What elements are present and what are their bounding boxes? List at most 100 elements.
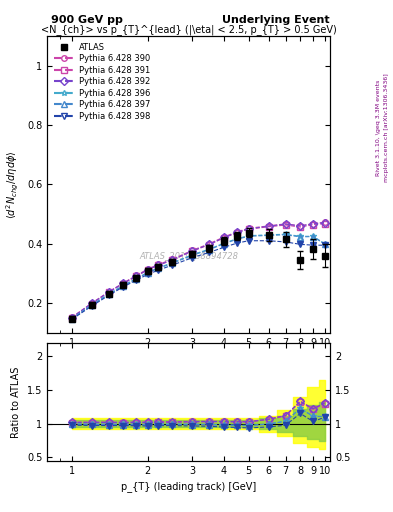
Pythia 6.428 391 — [322, 221, 327, 227]
Pythia 6.428 398 — [235, 240, 239, 246]
Text: Rivet 3.1.10, \geq 3.3M events: Rivet 3.1.10, \geq 3.3M events — [376, 80, 381, 176]
Pythia 6.428 390 — [322, 219, 327, 225]
Pythia 6.428 396 — [246, 232, 251, 239]
Pythia 6.428 396 — [311, 233, 316, 240]
Line: Pythia 6.428 392: Pythia 6.428 392 — [69, 220, 327, 321]
Pythia 6.428 391 — [222, 234, 226, 241]
Line: Pythia 6.428 396: Pythia 6.428 396 — [68, 231, 328, 322]
Pythia 6.428 397 — [207, 247, 212, 253]
Text: Underlying Event: Underlying Event — [222, 15, 330, 25]
Pythia 6.428 396 — [69, 315, 74, 322]
Pythia 6.428 397 — [89, 302, 94, 308]
Legend: ATLAS, Pythia 6.428 390, Pythia 6.428 391, Pythia 6.428 392, Pythia 6.428 396, P: ATLAS, Pythia 6.428 390, Pythia 6.428 39… — [51, 40, 153, 123]
Pythia 6.428 397 — [190, 252, 195, 259]
Pythia 6.428 390 — [145, 266, 150, 272]
Pythia 6.428 391 — [156, 262, 161, 268]
Pythia 6.428 390 — [134, 272, 139, 279]
Pythia 6.428 397 — [170, 260, 175, 266]
Pythia 6.428 390 — [298, 223, 303, 229]
Pythia 6.428 397 — [156, 265, 161, 271]
Pythia 6.428 397 — [222, 241, 226, 247]
Pythia 6.428 392 — [283, 221, 288, 227]
Pythia 6.428 390 — [89, 300, 94, 306]
Pythia 6.428 390 — [283, 221, 288, 227]
Pythia 6.428 397 — [107, 291, 111, 297]
Pythia 6.428 391 — [134, 273, 139, 280]
Pythia 6.428 396 — [222, 240, 226, 246]
Pythia 6.428 397 — [121, 283, 126, 289]
Text: ATLAS_2010_S8894728: ATLAS_2010_S8894728 — [139, 251, 238, 261]
Pythia 6.428 391 — [170, 257, 175, 263]
Pythia 6.428 396 — [156, 265, 161, 271]
Pythia 6.428 392 — [170, 257, 175, 263]
Pythia 6.428 396 — [283, 231, 288, 237]
Pythia 6.428 392 — [311, 221, 316, 227]
Pythia 6.428 390 — [222, 234, 226, 240]
Pythia 6.428 390 — [311, 221, 316, 227]
Pythia 6.428 392 — [235, 229, 239, 236]
Pythia 6.428 397 — [322, 241, 327, 247]
Pythia 6.428 398 — [246, 238, 251, 244]
Title: <N_{ch}> vs p_{T}^{lead} (|\eta| < 2.5, p_{T} > 0.5 GeV): <N_{ch}> vs p_{T}^{lead} (|\eta| < 2.5, … — [41, 24, 336, 35]
Pythia 6.428 390 — [235, 229, 239, 235]
Pythia 6.428 396 — [89, 302, 94, 308]
Y-axis label: Ratio to ATLAS: Ratio to ATLAS — [11, 366, 21, 438]
Pythia 6.428 398 — [89, 303, 94, 309]
Text: 900 GeV pp: 900 GeV pp — [51, 15, 123, 25]
Pythia 6.428 396 — [298, 233, 303, 240]
Pythia 6.428 392 — [322, 220, 327, 226]
Pythia 6.428 391 — [246, 226, 251, 232]
Pythia 6.428 398 — [190, 254, 195, 261]
Pythia 6.428 398 — [266, 238, 271, 244]
Pythia 6.428 391 — [207, 242, 212, 248]
Pythia 6.428 396 — [170, 260, 175, 266]
Pythia 6.428 398 — [134, 277, 139, 283]
Pythia 6.428 398 — [298, 241, 303, 247]
Pythia 6.428 398 — [156, 267, 161, 273]
Pythia 6.428 398 — [283, 239, 288, 245]
Text: mcplots.cern.ch [arXiv:1306.3436]: mcplots.cern.ch [arXiv:1306.3436] — [384, 74, 389, 182]
Line: Pythia 6.428 391: Pythia 6.428 391 — [69, 221, 327, 321]
Pythia 6.428 391 — [311, 222, 316, 228]
Pythia 6.428 392 — [156, 262, 161, 268]
Pythia 6.428 398 — [107, 292, 111, 298]
Pythia 6.428 396 — [322, 241, 327, 247]
Pythia 6.428 392 — [107, 289, 111, 295]
Pythia 6.428 396 — [207, 246, 212, 252]
Pythia 6.428 390 — [207, 241, 212, 247]
Pythia 6.428 398 — [322, 242, 327, 248]
Pythia 6.428 392 — [298, 223, 303, 229]
Pythia 6.428 397 — [235, 236, 239, 242]
Pythia 6.428 391 — [190, 248, 195, 254]
Pythia 6.428 397 — [69, 316, 74, 322]
X-axis label: p_{T} (leading track) [GeV]: p_{T} (leading track) [GeV] — [121, 481, 256, 492]
Pythia 6.428 398 — [207, 249, 212, 255]
Pythia 6.428 396 — [190, 251, 195, 258]
Pythia 6.428 390 — [246, 225, 251, 231]
Pythia 6.428 398 — [311, 242, 316, 248]
Pythia 6.428 391 — [107, 289, 111, 295]
Pythia 6.428 397 — [298, 234, 303, 240]
Pythia 6.428 392 — [134, 273, 139, 279]
Pythia 6.428 391 — [235, 230, 239, 236]
Pythia 6.428 391 — [121, 281, 126, 287]
Pythia 6.428 397 — [145, 270, 150, 276]
Pythia 6.428 391 — [145, 267, 150, 273]
Pythia 6.428 397 — [311, 233, 316, 240]
Y-axis label: $\langle d^2 N_{chg}/d\eta d\phi \rangle$: $\langle d^2 N_{chg}/d\eta d\phi \rangle… — [5, 150, 21, 219]
Line: Pythia 6.428 390: Pythia 6.428 390 — [69, 220, 327, 320]
Pythia 6.428 396 — [134, 275, 139, 282]
Pythia 6.428 397 — [266, 232, 271, 239]
Pythia 6.428 392 — [190, 248, 195, 254]
Pythia 6.428 396 — [145, 269, 150, 275]
Pythia 6.428 397 — [246, 233, 251, 240]
Pythia 6.428 392 — [145, 266, 150, 272]
Line: Pythia 6.428 398: Pythia 6.428 398 — [68, 237, 328, 323]
Pythia 6.428 392 — [89, 301, 94, 307]
Pythia 6.428 396 — [266, 232, 271, 238]
Pythia 6.428 390 — [190, 247, 195, 253]
Pythia 6.428 390 — [121, 280, 126, 286]
Pythia 6.428 391 — [283, 222, 288, 228]
Pythia 6.428 397 — [283, 232, 288, 238]
Pythia 6.428 392 — [121, 280, 126, 286]
